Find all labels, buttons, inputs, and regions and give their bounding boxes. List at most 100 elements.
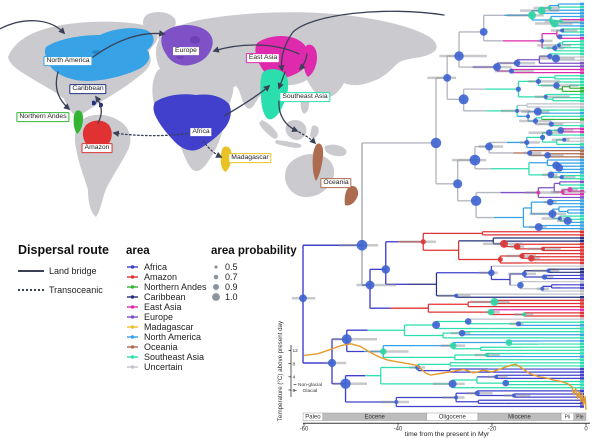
tip-state: [580, 246, 584, 249]
legend-item-land-bridge: Land bridge: [18, 266, 128, 276]
tip-state: [580, 327, 584, 330]
node-circle: [508, 68, 515, 74]
node-circle: [513, 59, 521, 67]
node-circle: [533, 107, 542, 116]
tip-state: [580, 271, 584, 274]
node-circle: [515, 108, 520, 113]
node-circle: [488, 269, 495, 277]
tip-state: [580, 386, 584, 390]
node-circles: [299, 5, 573, 404]
area-marker-icon: [127, 305, 138, 309]
tip-state: [580, 333, 584, 337]
age-bar: [503, 394, 531, 397]
node-circle: [547, 53, 553, 59]
tip-state: [580, 177, 584, 181]
node-circle: [494, 374, 499, 379]
map-label-madagascar: Madagascar: [228, 153, 272, 163]
probability-item-0.5: 0.5: [211, 262, 297, 272]
node-circle: [505, 339, 513, 346]
age-bar: [550, 190, 586, 194]
node-circle: [454, 293, 459, 298]
period-label: Oligocene: [439, 415, 467, 421]
node-circle: [567, 187, 573, 193]
area-legend-label: Europe: [144, 312, 174, 322]
node-circle: [511, 393, 516, 398]
age-bar: [537, 39, 553, 43]
node-circle: [458, 94, 469, 105]
map-label-east_asia: East Asia: [245, 53, 281, 63]
probability-circle-icon: [213, 274, 219, 280]
tip-state: [580, 345, 584, 349]
node-circle: [420, 239, 426, 245]
area-legend-label: East Asia: [144, 302, 182, 312]
age-bar: [541, 217, 571, 220]
node-circle: [493, 63, 502, 72]
node-circle: [448, 379, 457, 388]
tip-state: [580, 93, 584, 96]
node-circle: [474, 390, 480, 396]
tip-state: [580, 230, 584, 234]
island-sumatra: [259, 120, 278, 139]
tip-state: [580, 21, 584, 25]
node-circle: [534, 223, 543, 232]
node-circle: [487, 308, 495, 316]
tip-state: [580, 180, 584, 184]
tip-state: [580, 174, 584, 177]
age-bar: [452, 158, 487, 162]
probability-legend: area probability 0.5 0.7 0.9 1.0: [211, 245, 297, 302]
age-bar: [370, 350, 409, 353]
tip-state: [580, 317, 584, 321]
area-legend-title: area: [126, 245, 150, 257]
tip-state: [580, 61, 584, 65]
solid-line-sample: [18, 270, 44, 272]
tip-state: [580, 383, 584, 386]
tip-state: [580, 311, 584, 315]
tip-state: [580, 71, 584, 74]
node-circle: [526, 114, 531, 119]
period-label: Miocene: [508, 415, 531, 421]
tip-state: [580, 186, 584, 190]
tip-state: [580, 252, 584, 255]
node-circle: [454, 51, 464, 61]
node-circle: [552, 45, 558, 51]
map-label-caribbean: Caribbean: [69, 84, 107, 94]
tip-state: [580, 155, 584, 159]
area-legend-item-amazon: Amazon: [126, 272, 207, 282]
node-circle: [430, 137, 442, 149]
node-circle: [515, 86, 521, 92]
node-circle: [528, 254, 535, 262]
time-tick-label: -20: [488, 427, 497, 433]
tip-state: [580, 339, 584, 343]
tip-state: [580, 377, 584, 380]
age-bar: [541, 84, 579, 87]
region-madagascar: [220, 146, 232, 172]
temp-tick-label: 4: [293, 375, 296, 381]
legend-item-transoceanic: Transoceanic: [18, 285, 128, 295]
node-circle: [394, 399, 399, 404]
tip-state: [580, 302, 584, 305]
tip-state: [580, 292, 584, 296]
temperature-curve: [303, 343, 587, 410]
time-tick-label: -40: [394, 427, 403, 433]
node-circle: [548, 121, 554, 127]
age-bar: [331, 337, 378, 341]
temp-tick-label: 12: [293, 348, 299, 354]
node-circle: [537, 6, 546, 15]
tip-state: [580, 65, 584, 68]
tip-state: [580, 2, 584, 6]
tip-state: [580, 158, 584, 162]
age-bar: [356, 283, 397, 287]
tip-state: [580, 330, 584, 333]
map-label-southeast_asia: Southeast Asia: [279, 92, 331, 102]
route-sea-southward: [278, 100, 299, 132]
route-sa-to-caribbean: [95, 95, 102, 124]
tip-state: [580, 249, 584, 252]
tip-state: [580, 367, 584, 371]
tip-state: [580, 127, 584, 131]
node-circle: [524, 139, 530, 146]
area-legend-item-north_america: North America: [126, 332, 207, 342]
tip-state: [580, 33, 584, 37]
node-circle: [557, 34, 563, 40]
tip-state: [580, 43, 584, 46]
age-bar: [442, 396, 465, 399]
